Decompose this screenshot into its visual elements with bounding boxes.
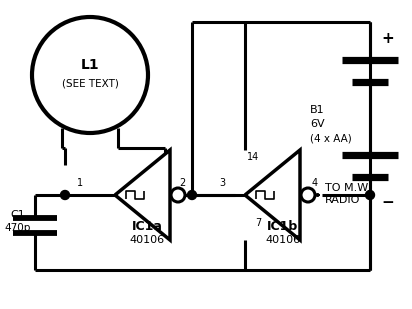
Text: 3: 3 [219, 178, 225, 188]
Circle shape [61, 191, 70, 200]
Text: 6V: 6V [310, 119, 325, 129]
Text: 40106: 40106 [129, 235, 164, 245]
Text: C1: C1 [11, 210, 26, 220]
Text: 4: 4 [312, 178, 318, 188]
Text: IC1a: IC1a [131, 220, 162, 233]
Circle shape [187, 191, 197, 200]
Text: +: + [382, 31, 394, 45]
Text: 14: 14 [247, 152, 259, 162]
Text: RADIO: RADIO [325, 195, 360, 205]
Polygon shape [115, 150, 170, 240]
Text: 2: 2 [179, 178, 185, 188]
Text: B1: B1 [310, 105, 325, 115]
Circle shape [365, 191, 375, 200]
Circle shape [32, 17, 148, 133]
Text: IC1b: IC1b [267, 220, 299, 233]
Text: −: − [382, 194, 394, 210]
Text: 7: 7 [255, 218, 261, 228]
Text: TO M.W.: TO M.W. [325, 183, 371, 193]
Text: L1: L1 [81, 58, 99, 72]
Text: 40106: 40106 [265, 235, 301, 245]
Text: 1: 1 [77, 178, 83, 188]
Circle shape [171, 188, 185, 202]
Text: (4 x AA): (4 x AA) [310, 133, 352, 143]
Circle shape [301, 188, 315, 202]
Text: 470p: 470p [5, 223, 31, 233]
Text: (SEE TEXT): (SEE TEXT) [61, 78, 118, 88]
Polygon shape [245, 150, 300, 240]
